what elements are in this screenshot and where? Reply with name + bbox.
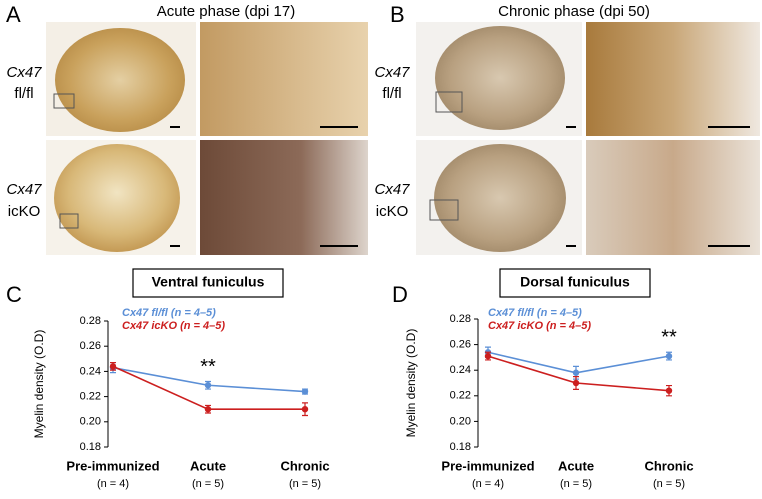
y-tick-label: 0.18: [450, 441, 471, 453]
legend-entry: Cx47 icKO (n = 4–5): [122, 320, 225, 332]
inset-box: [53, 93, 75, 109]
x-tick-label: Chronic: [280, 458, 329, 473]
cord-section: [54, 144, 180, 252]
row-gene: Cx47: [6, 181, 42, 198]
panel-label: C: [6, 282, 22, 307]
point: [665, 352, 673, 360]
row-gene: Cx47: [374, 181, 410, 198]
x-tick-note: (n = 4): [472, 478, 504, 490]
point: [301, 406, 309, 413]
x-tick-label: Chronic: [644, 458, 693, 473]
row-genotype: fl/fl: [382, 85, 401, 102]
panel-label: A: [6, 2, 21, 27]
y-tick-label: 0.26: [450, 339, 471, 351]
y-tick-label: 0.22: [450, 390, 471, 402]
annotation: **: [200, 356, 216, 378]
y-tick-label: 0.20: [450, 415, 471, 427]
cord-section: [434, 144, 566, 252]
y-tick-label: 0.28: [450, 313, 471, 325]
point: [109, 363, 117, 370]
point: [572, 369, 580, 376]
point: [484, 352, 492, 360]
x-tick-label: Acute: [558, 458, 594, 473]
x-tick-note: (n = 5): [289, 478, 321, 490]
zoom-image: [200, 140, 368, 255]
zoom-image: [586, 140, 760, 255]
point: [572, 379, 580, 387]
point: [204, 406, 212, 413]
legend-entry: Cx47 fl/fl (n = 4–5): [122, 307, 216, 319]
row-genotype: icKO: [376, 203, 409, 220]
y-tick-label: 0.18: [80, 441, 101, 453]
legend-entry: Cx47 icKO (n = 4–5): [488, 320, 591, 332]
y-axis-label: Myelin density (O.D): [32, 330, 46, 439]
y-tick-label: 0.24: [450, 364, 471, 376]
zoom-image: [586, 22, 760, 136]
row-gene: Cx47: [374, 64, 410, 81]
row-genotype: fl/fl: [14, 85, 33, 102]
chart-title: Ventral funiculus: [152, 274, 265, 290]
y-tick-label: 0.26: [80, 340, 101, 352]
x-tick-note: (n = 4): [97, 478, 129, 490]
annotation: **: [661, 327, 677, 349]
x-tick-note: (n = 5): [192, 478, 224, 490]
charts: C Ventral funiculus Myelin density (O.D) 0.…: [6, 268, 694, 490]
row-gene: Cx47: [6, 64, 42, 81]
chart-title: Dorsal funiculus: [520, 274, 630, 290]
cord-section: [435, 26, 565, 130]
panel-label: B: [390, 2, 405, 27]
x-tick-note: (n = 5): [560, 478, 592, 490]
inset-box: [429, 199, 459, 221]
x-tick-label: Pre-immunized: [441, 458, 534, 473]
zoom-image: [200, 22, 368, 136]
x-tick-label: Pre-immunized: [66, 458, 159, 473]
inset-box: [59, 213, 79, 229]
series-line: [487, 351, 670, 374]
point: [301, 388, 309, 395]
legend-entry: Cx47 fl/fl (n = 4–5): [488, 307, 582, 319]
point: [204, 382, 212, 389]
title-box: [132, 268, 284, 298]
panel-title: Acute phase (dpi 17): [157, 3, 295, 20]
inset-box: [435, 91, 463, 113]
cord-section: [55, 28, 185, 132]
title-box: [499, 268, 651, 298]
panel-title: Chronic phase (dpi 50): [498, 3, 650, 20]
y-tick-label: 0.28: [80, 315, 101, 327]
y-axis-label: Myelin density (O.D): [404, 329, 418, 438]
point: [665, 387, 673, 394]
y-tick-label: 0.22: [80, 391, 101, 403]
row-genotype: icKO: [8, 203, 41, 220]
y-tick-label: 0.24: [80, 365, 101, 377]
x-tick-note: (n = 5): [653, 478, 685, 490]
micrographs: [46, 22, 760, 255]
y-tick-label: 0.20: [80, 416, 101, 428]
panel-label: D: [392, 282, 408, 307]
x-tick-label: Acute: [190, 458, 226, 473]
